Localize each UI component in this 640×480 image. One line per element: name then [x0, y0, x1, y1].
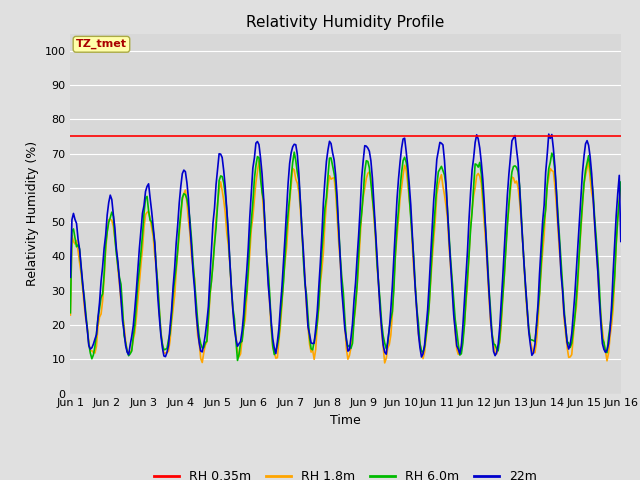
- 22m: [418, 354, 426, 360]
- RH 6.0m: [234, 358, 241, 363]
- RH 6.0m: [589, 191, 597, 197]
- RH 6.0m: [67, 310, 74, 316]
- RH 1.8m: [381, 360, 388, 366]
- Line: 22m: 22m: [70, 134, 621, 357]
- 22m: [589, 196, 597, 202]
- X-axis label: Time: Time: [330, 414, 361, 427]
- RH 1.8m: [589, 198, 597, 204]
- 22m: [230, 326, 238, 332]
- RH 0.35m: [586, 133, 594, 139]
- 22m: [307, 340, 315, 346]
- RH 6.0m: [617, 179, 625, 185]
- RH 6.0m: [250, 176, 258, 182]
- RH 6.0m: [291, 149, 298, 155]
- RH 0.35m: [258, 133, 266, 139]
- 22m: [249, 165, 257, 171]
- 22m: [67, 275, 74, 280]
- RH 0.35m: [249, 133, 257, 139]
- 22m: [617, 239, 625, 244]
- 22m: [545, 131, 552, 137]
- RH 1.8m: [308, 347, 316, 353]
- RH 0.35m: [134, 133, 141, 139]
- Title: Relativity Humidity Profile: Relativity Humidity Profile: [246, 15, 445, 30]
- Text: TZ_tmet: TZ_tmet: [76, 39, 127, 49]
- RH 1.8m: [255, 158, 263, 164]
- Y-axis label: Relativity Humidity (%): Relativity Humidity (%): [26, 141, 39, 286]
- 22m: [258, 171, 266, 177]
- RH 1.8m: [249, 214, 257, 220]
- RH 6.0m: [260, 197, 268, 203]
- Line: RH 6.0m: RH 6.0m: [70, 152, 621, 360]
- RH 0.35m: [617, 133, 625, 139]
- RH 1.8m: [260, 207, 268, 213]
- RH 6.0m: [134, 280, 141, 286]
- RH 1.8m: [67, 312, 74, 318]
- RH 1.8m: [230, 322, 238, 328]
- RH 1.8m: [134, 298, 141, 304]
- 22m: [134, 266, 141, 272]
- RH 0.35m: [230, 133, 238, 139]
- RH 6.0m: [310, 339, 318, 345]
- RH 0.35m: [67, 133, 74, 139]
- RH 6.0m: [230, 316, 238, 322]
- Line: RH 1.8m: RH 1.8m: [70, 161, 621, 363]
- RH 1.8m: [617, 186, 625, 192]
- RH 0.35m: [307, 133, 315, 139]
- Legend: RH 0.35m, RH 1.8m, RH 6.0m, 22m: RH 0.35m, RH 1.8m, RH 6.0m, 22m: [149, 465, 542, 480]
